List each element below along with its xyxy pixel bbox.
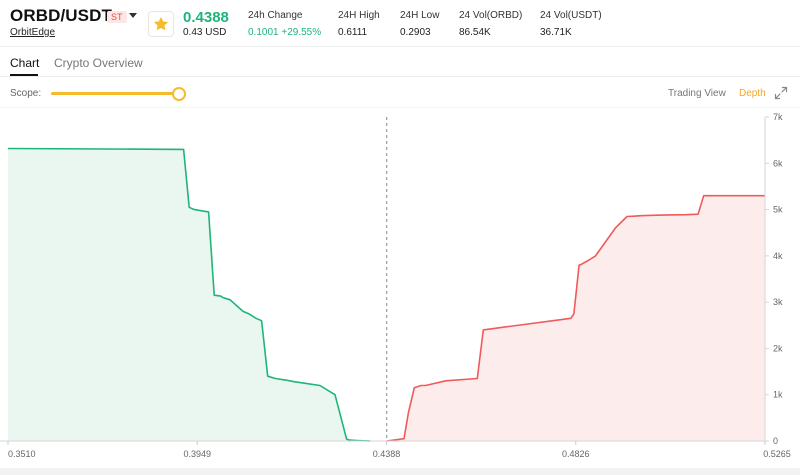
- stat-value-vol-base: 86.54K: [459, 27, 491, 38]
- y-tick-label: 7k: [773, 112, 783, 122]
- ask-depth-line: [386, 194, 765, 442]
- favorite-button[interactable]: [148, 11, 174, 37]
- x-tick-label: 0.4826: [562, 449, 590, 459]
- stat-label-24h-high: 24H High: [338, 10, 380, 21]
- ticker-header: ORBD/USDT ST OrbitEdge 0.4388 0.43 USD 2…: [0, 0, 800, 46]
- star-icon: [154, 17, 168, 31]
- x-tick-label: 0.3510: [8, 449, 36, 459]
- stat-label-vol-base: 24 Vol(ORBD): [459, 10, 523, 21]
- y-tick-label: 1k: [773, 390, 783, 400]
- expand-icon[interactable]: [774, 86, 788, 100]
- y-tick-label: 3k: [773, 297, 783, 307]
- tabs-divider: [0, 76, 800, 77]
- last-price: 0.4388: [183, 9, 229, 26]
- stat-label-24h-change: 24h Change: [248, 10, 303, 21]
- y-tick-label: 6k: [773, 158, 783, 168]
- scope-slider-track[interactable]: [51, 92, 178, 95]
- exchange-link[interactable]: OrbitEdge: [10, 27, 56, 38]
- header-divider: [0, 46, 800, 47]
- bottom-strip: [0, 468, 800, 475]
- depth-button[interactable]: Depth: [739, 88, 766, 99]
- tab-crypto-overview[interactable]: Crypto Overview: [54, 56, 143, 70]
- x-tick-label: 0.4388: [373, 449, 401, 459]
- bid-depth-area: [8, 148, 371, 441]
- bid-depth-line: [7, 147, 371, 442]
- scope-label: Scope:: [10, 88, 42, 99]
- trading-view-button[interactable]: Trading View: [668, 88, 726, 99]
- stat-label-vol-quote: 24 Vol(USDT): [540, 10, 602, 21]
- last-price-usd: 0.43 USD: [183, 27, 227, 38]
- depth-chart[interactable]: 0 1k 2k 3k 4k 5k 6k 7k 0.3510 0.3949 0.4388 0.4826…: [0, 108, 800, 468]
- stat-value-24h-change: 0.1001 +29.55%: [248, 27, 322, 38]
- stat-value-24h-low: 0.2903: [400, 27, 431, 38]
- y-tick-label: 0: [773, 436, 778, 446]
- st-badge: ST: [107, 11, 127, 23]
- y-tick-label: 5k: [773, 205, 783, 215]
- y-tick-label: 4k: [773, 251, 783, 261]
- x-tick-label: 0.3949: [183, 449, 211, 459]
- stat-value-vol-quote: 36.71K: [540, 27, 572, 38]
- tab-chart[interactable]: Chart: [10, 56, 40, 70]
- ask-depth-area: [386, 195, 765, 441]
- controls-divider: [0, 107, 800, 108]
- y-tick-label: 2k: [773, 343, 783, 353]
- scope-slider-handle[interactable]: [172, 87, 186, 101]
- pair-title[interactable]: ORBD/USDT: [10, 6, 112, 25]
- stat-value-24h-high: 0.6111: [338, 27, 368, 38]
- x-tick-label: 0.5265: [763, 449, 791, 459]
- caret-down-icon[interactable]: [129, 13, 137, 18]
- stat-label-24h-low: 24H Low: [400, 10, 440, 21]
- active-tab-indicator: [10, 74, 38, 76]
